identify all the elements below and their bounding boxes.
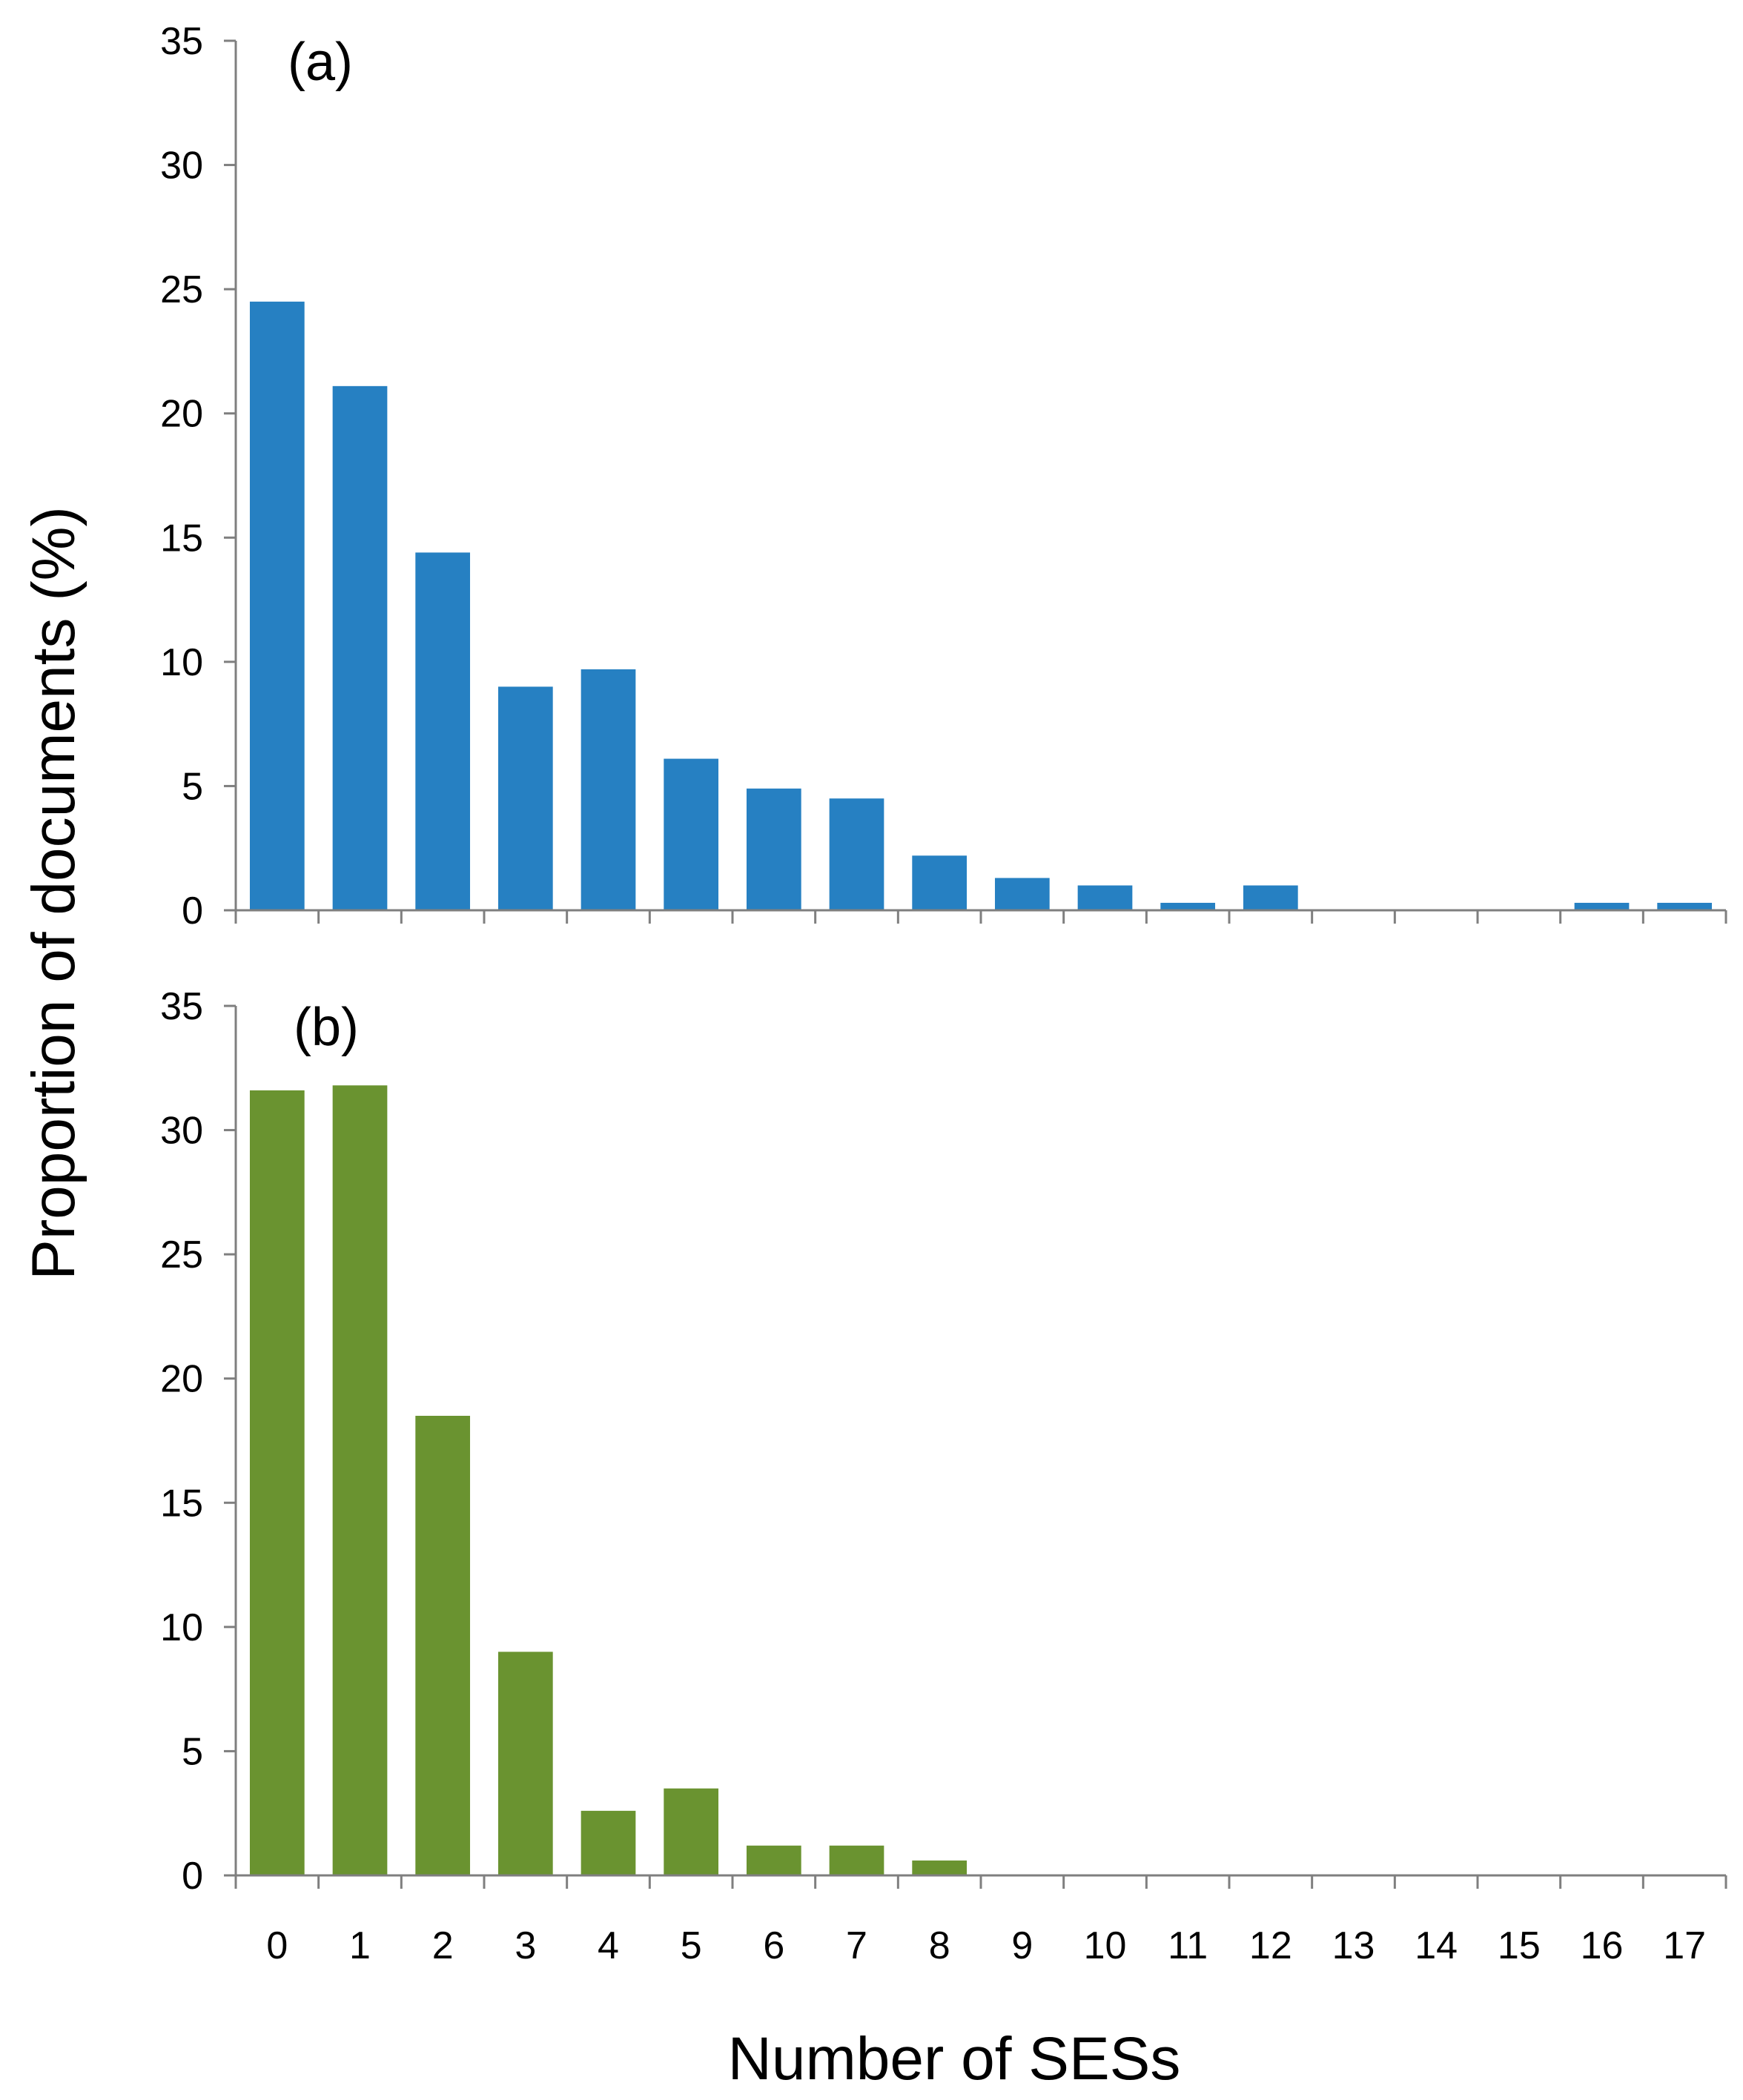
x-tick-label-5: 5 [681, 1924, 702, 1967]
x-tick-label-11: 11 [1168, 1924, 1208, 1967]
bar-a-9 [994, 878, 1050, 910]
y-tick-label-a-5: 5 [182, 765, 203, 808]
y-tick-label-b-0: 0 [182, 1855, 203, 1898]
bar-a-8 [912, 855, 968, 910]
x-axis-title: Number of SESs [728, 2025, 1181, 2093]
y-tick-label-b-35: 35 [160, 985, 203, 1028]
bar-a-7 [829, 798, 884, 910]
bar-a-12 [1243, 885, 1298, 910]
bar-b-5 [664, 1788, 719, 1875]
y-tick-label-a-35: 35 [160, 20, 203, 63]
x-tick-label-14: 14 [1415, 1924, 1458, 1967]
bar-a-17 [1657, 902, 1713, 910]
bar-a-10 [1077, 885, 1133, 910]
x-tick-label-6: 6 [763, 1924, 784, 1967]
x-tick-label-12: 12 [1249, 1924, 1292, 1967]
bar-a-3 [497, 686, 553, 910]
bar-a-11 [1160, 902, 1216, 910]
bar-b-4 [581, 1810, 636, 1875]
bar-b-3 [497, 1652, 553, 1875]
y-tick-label-a-10: 10 [160, 641, 203, 684]
x-tick-label-10: 10 [1084, 1924, 1127, 1967]
x-tick-label-2: 2 [432, 1924, 454, 1967]
panel-label-a: (a) [288, 33, 353, 92]
bar-a-6 [746, 788, 801, 910]
panel-label-b: (b) [294, 998, 359, 1057]
y-tick-label-b-20: 20 [160, 1358, 203, 1401]
x-tick-label-16: 16 [1581, 1924, 1624, 1967]
x-tick-label-1: 1 [349, 1924, 371, 1967]
bar-a-2 [415, 552, 471, 910]
y-tick-label-a-20: 20 [160, 393, 203, 436]
bar-a-4 [581, 669, 636, 910]
bar-b-0 [249, 1090, 305, 1875]
x-tick-label-8: 8 [929, 1924, 950, 1967]
bar-a-5 [664, 758, 719, 910]
y-tick-label-a-0: 0 [182, 890, 203, 933]
bar-b-1 [332, 1085, 388, 1875]
bar-b-7 [829, 1845, 884, 1875]
x-tick-label-3: 3 [515, 1924, 536, 1967]
x-tick-label-13: 13 [1332, 1924, 1375, 1967]
y-tick-label-b-10: 10 [160, 1606, 203, 1649]
x-tick-label-0: 0 [266, 1924, 288, 1967]
y-tick-label-b-15: 15 [160, 1482, 203, 1525]
x-tick-label-17: 17 [1663, 1924, 1706, 1967]
bar-a-16 [1574, 902, 1630, 910]
panel-a: 0 5 10 15 20 25 30 35 (a) [160, 20, 1727, 933]
y-tick-label-a-30: 30 [160, 145, 203, 188]
y-axis-title: Proportion of documents (%) [20, 506, 87, 1280]
y-tick-label-b-5: 5 [182, 1730, 203, 1773]
y-tick-label-b-30: 30 [160, 1110, 203, 1153]
y-tick-label-a-15: 15 [160, 517, 203, 560]
x-tick-label-7: 7 [846, 1924, 867, 1967]
x-tick-label-4: 4 [598, 1924, 619, 1967]
bar-a-1 [332, 385, 388, 910]
y-tick-label-a-25: 25 [160, 268, 203, 311]
y-tick-label-b-25: 25 [160, 1233, 203, 1276]
bar-a-0 [249, 301, 305, 910]
bar-b-2 [415, 1415, 471, 1875]
bar-b-8 [912, 1860, 968, 1875]
bar-b-6 [746, 1845, 801, 1875]
x-tick-label-9: 9 [1011, 1924, 1033, 1967]
x-tick-label-15: 15 [1498, 1924, 1541, 1967]
